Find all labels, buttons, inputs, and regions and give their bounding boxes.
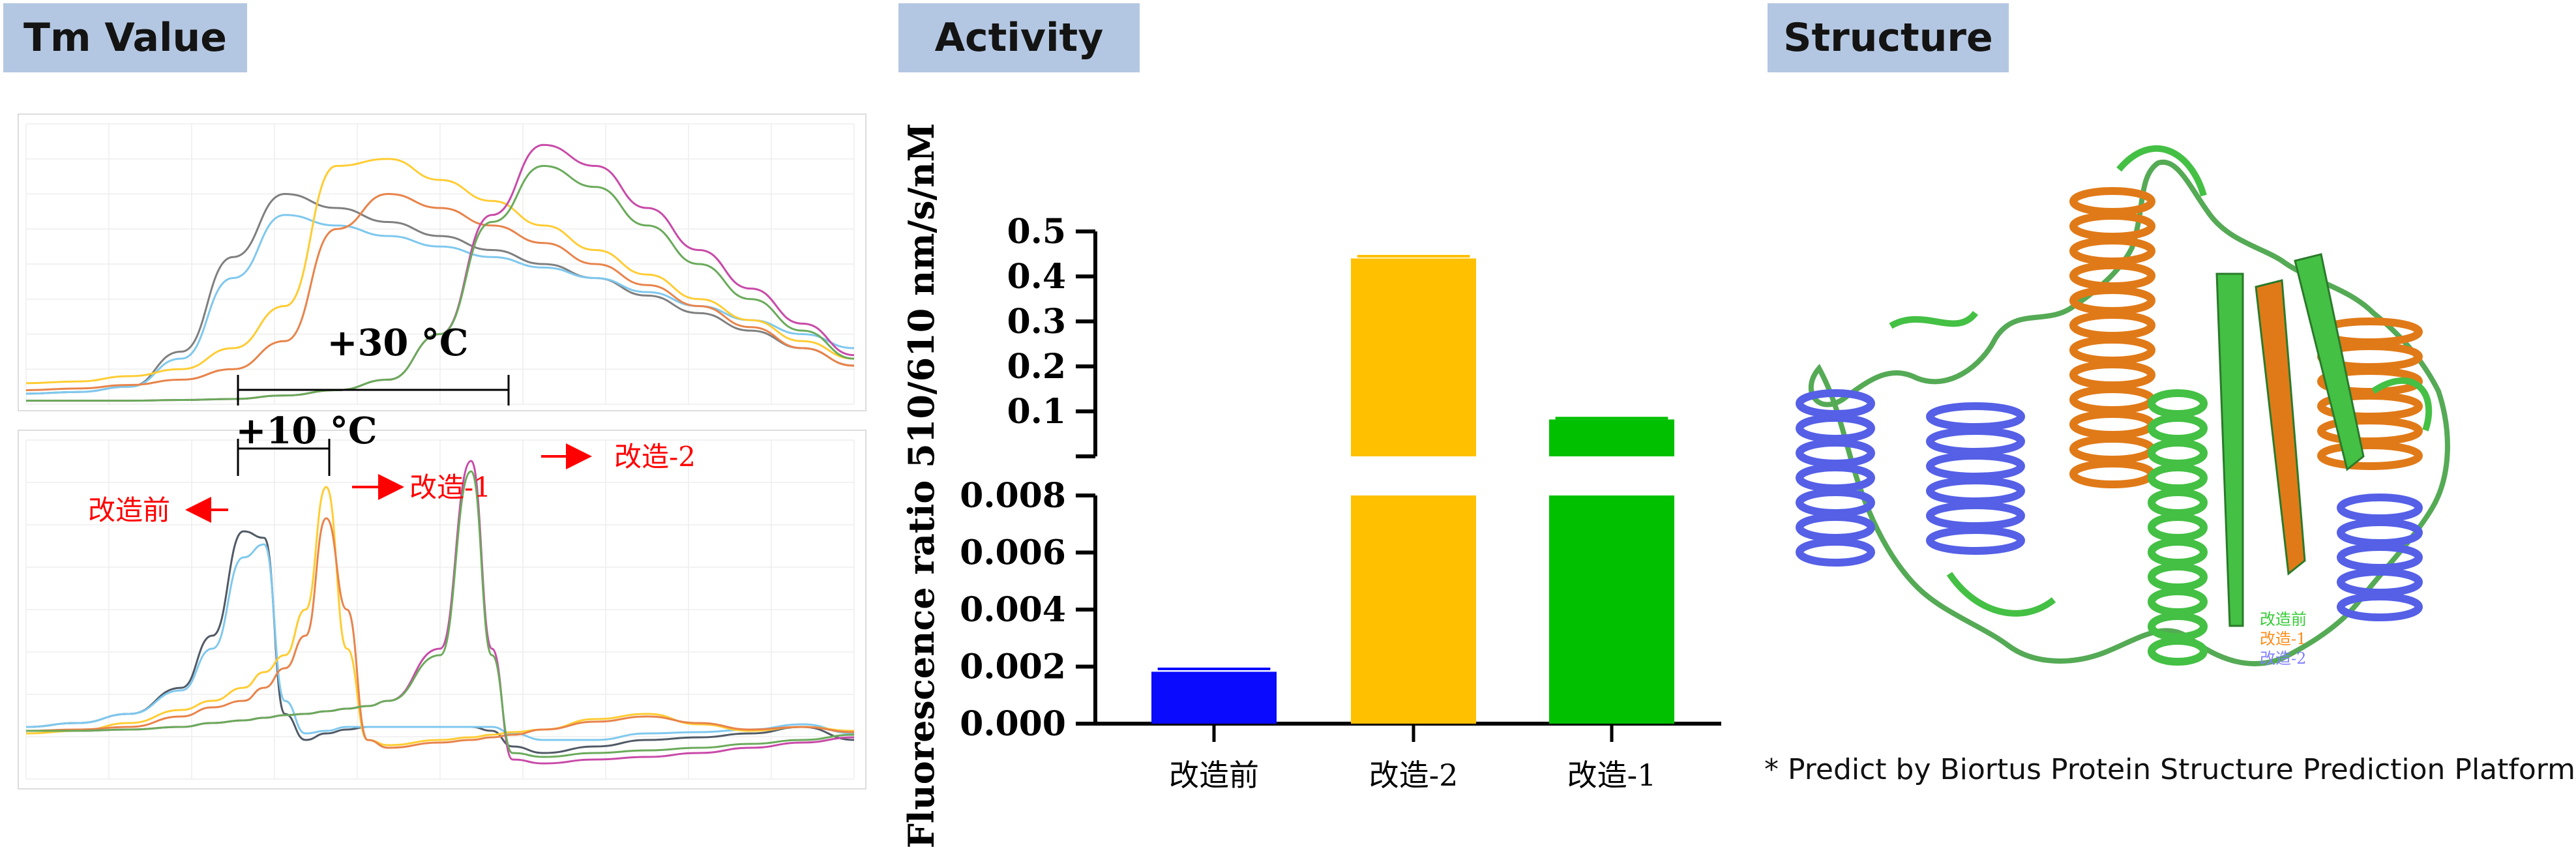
helix-turn [2069, 336, 2155, 364]
structure-legend-before: 改造前 [2260, 610, 2307, 628]
helix-turn [1926, 501, 2025, 530]
helix-turn [1796, 513, 1875, 542]
shift-10-label: +10 °C [236, 409, 378, 452]
helix-turn [2148, 488, 2208, 517]
activity-category-label: 改造前 [1169, 758, 1259, 793]
helix-turn [1926, 402, 2025, 431]
helix-turn [1796, 464, 1875, 492]
helix-turn [1796, 414, 1875, 443]
activity-upper-tick-label: 0.5 [1007, 212, 1066, 252]
derivative-series-line-3 [25, 517, 855, 749]
activity-lower-tick-label: 0.000 [960, 704, 1066, 744]
protein-structure-illustration: 改造前 改造-1 改造-2 [1796, 145, 2450, 668]
tm-annotations: +30 °C +10 °C 改造前 改造-1 改造-2 [88, 321, 696, 526]
ribbon-outline [1808, 159, 2450, 666]
arrow-before-label: 改造前 [88, 494, 170, 526]
structure-legend-2: 改造-2 [2260, 649, 2306, 668]
activity-lower-tick-label: 0.002 [960, 647, 1066, 687]
loop [1946, 572, 2056, 617]
activity-bar-lower-segment [1549, 495, 1674, 724]
helix-turn [2148, 538, 2208, 567]
activity-y-axis-label: Fluorescence ratio 510/610 nm/s/nM [900, 123, 942, 849]
fluorescence-series-line-1 [25, 214, 855, 395]
helix-turn [1926, 452, 2025, 480]
helix-turn [2148, 563, 2208, 591]
helix-turn [2148, 612, 2208, 641]
activity-lower-tick-label: 0.008 [960, 476, 1066, 516]
helix-turn [2069, 361, 2155, 389]
beta-strand [2215, 273, 2244, 627]
derivative-series-line-5 [25, 470, 855, 758]
activity-upper-tick-label: 0.4 [1007, 257, 1066, 297]
activity-upper-tick-label: 0.3 [1007, 302, 1066, 342]
tm-value-heading: Tm Value [3, 3, 247, 72]
beta-strand [2294, 253, 2365, 471]
helix-turn [2069, 435, 2155, 464]
helix-turn [2069, 410, 2155, 439]
helix-turn [2148, 637, 2208, 666]
helix-turn [2337, 543, 2423, 572]
helix-turn [2337, 494, 2423, 522]
arrow-1-label: 改造-1 [409, 471, 491, 503]
helix-turn [2337, 568, 2423, 597]
helix-turn [2069, 237, 2155, 265]
activity-bar-upper-segment [1549, 419, 1674, 456]
helix-turn [2069, 460, 2155, 488]
activity-upper-tick-label: 0.2 [1007, 347, 1066, 387]
helix-turn [2148, 439, 2208, 467]
helix-turn [1926, 526, 2025, 555]
helix-turn [1926, 427, 2025, 456]
loop [2116, 145, 2207, 197]
loop [2371, 377, 2433, 432]
activity-category-label: 改造-2 [1369, 758, 1458, 793]
tm-fluorescence-chart [18, 113, 866, 411]
tm-derivative-chart [18, 430, 866, 790]
activity-category-label: 改造-1 [1567, 758, 1657, 793]
helix-turn [2069, 385, 2155, 414]
activity-lower-tick-label: 0.004 [960, 590, 1066, 630]
activity-bar-upper-segment [1351, 258, 1476, 456]
fluorescence-series-line-5 [26, 164, 855, 402]
helix-turn [2148, 389, 2208, 418]
tm-fluorescence-frame [18, 113, 866, 411]
helix-turn [2069, 311, 2155, 340]
helix-turn [2148, 464, 2208, 492]
helix-turn [1796, 538, 1875, 567]
helix-turn [1926, 477, 2025, 505]
helix-turn [2317, 441, 2423, 470]
helix-turn [2148, 513, 2208, 542]
arrow-2-label: 改造-2 [614, 441, 696, 473]
helix-turn [2337, 593, 2423, 621]
activity-lower-tick-label: 0.006 [960, 533, 1066, 573]
fluorescence-series-line-3 [25, 192, 855, 391]
structure-heading: Structure [1768, 3, 2009, 72]
beta-strand [2255, 279, 2306, 576]
activity-bar-lower-segment [1351, 495, 1476, 724]
fluorescence-series-line-2 [25, 158, 855, 385]
helix-turn [2148, 587, 2208, 616]
structure-legend-1: 改造-1 [2260, 630, 2306, 648]
activity-bar-chart: Fluorescence ratio 510/610 nm/s/nM 0.000… [900, 123, 1721, 849]
shift-30-label: +30 °C [327, 321, 469, 364]
activity-heading: Activity [898, 3, 1140, 72]
fluorescence-series-line-0 [25, 192, 855, 395]
helix-turn [2337, 518, 2423, 547]
activity-bar [1151, 672, 1277, 724]
helix-turn [1796, 488, 1875, 517]
structure-footnote: * Predict by Biortus Protein Structure P… [1764, 753, 2575, 786]
loop [1889, 310, 1978, 329]
helix-turn [1796, 439, 1875, 467]
activity-upper-tick-label: 0.1 [1007, 392, 1066, 432]
helix-turn [2148, 414, 2208, 443]
